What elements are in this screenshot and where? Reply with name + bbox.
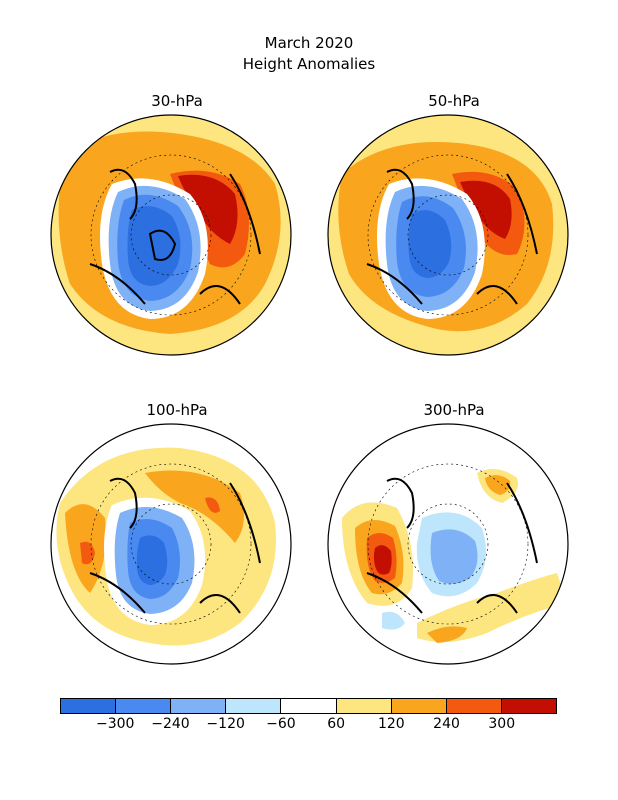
colorbar-swatch bbox=[116, 699, 172, 713]
panel-label-300hpa: 300-hPa bbox=[423, 401, 485, 419]
map-300hpa bbox=[327, 423, 569, 665]
colorbar-swatch bbox=[336, 699, 392, 713]
colorbar-swatch bbox=[61, 699, 117, 713]
colorbar-swatch bbox=[226, 699, 282, 713]
colorbar-tick-label: −60 bbox=[266, 716, 296, 732]
panel-label-30hpa: 30-hPa bbox=[151, 92, 203, 110]
colorbar bbox=[60, 698, 557, 714]
colorbar-tick-label: 300 bbox=[488, 716, 516, 732]
colorbar-swatch bbox=[281, 699, 337, 713]
colorbar-swatch bbox=[501, 699, 556, 713]
figure-title: March 2020 bbox=[264, 34, 354, 52]
panel-label-100hpa: 100-hPa bbox=[146, 401, 208, 419]
colorbar-tick-label: −300 bbox=[95, 716, 135, 732]
colorbar-swatch bbox=[446, 699, 502, 713]
colorbar-tick-label: −120 bbox=[206, 716, 245, 732]
colorbar-swatch bbox=[391, 699, 447, 713]
map-50hpa bbox=[327, 114, 569, 356]
panel-label-50hpa: 50-hPa bbox=[428, 92, 480, 110]
colorbar-swatch bbox=[171, 699, 227, 713]
map-30hpa bbox=[50, 114, 292, 356]
map-100hpa bbox=[50, 423, 292, 665]
colorbar-tick-label: −240 bbox=[151, 716, 190, 732]
colorbar-tick-label: 240 bbox=[433, 716, 460, 732]
colorbar-tick-label: 60 bbox=[327, 716, 346, 732]
colorbar-tick-label: 120 bbox=[377, 716, 405, 732]
figure-subtitle: Height Anomalies bbox=[242, 55, 376, 73]
